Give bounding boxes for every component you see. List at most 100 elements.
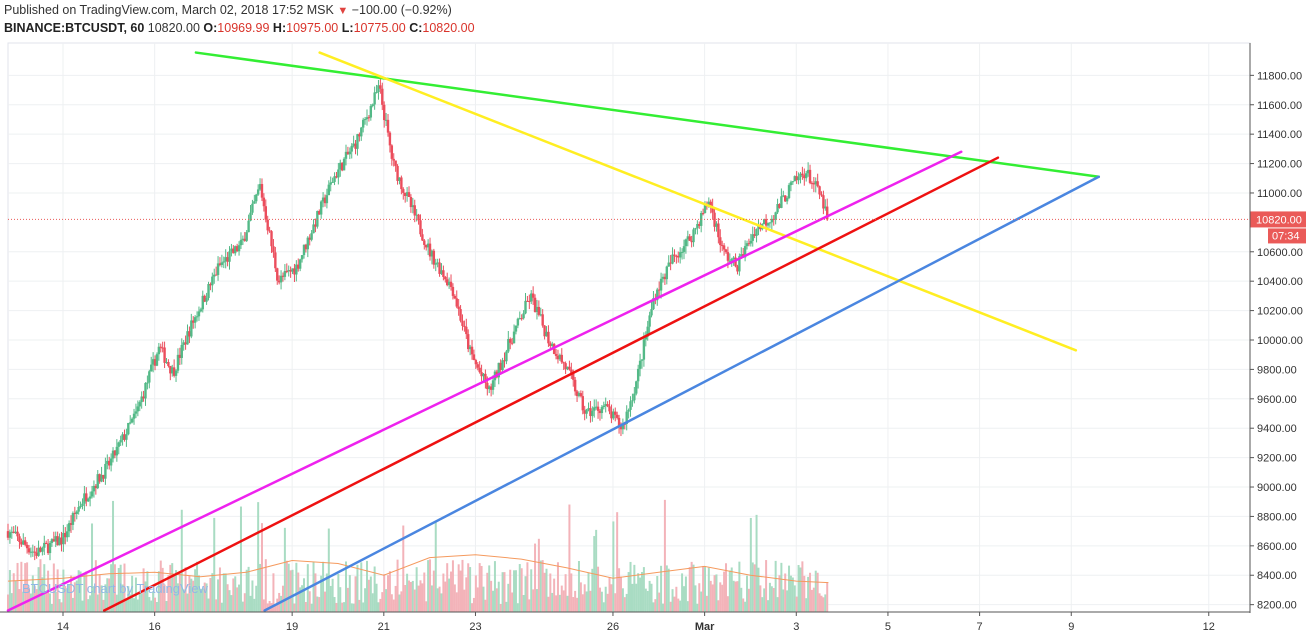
candle-body[interactable] [6, 531, 10, 538]
candle-body[interactable] [707, 201, 711, 207]
candle-body[interactable] [325, 195, 329, 204]
candle-body[interactable] [749, 240, 753, 244]
candle-body[interactable] [342, 158, 346, 171]
candle-body[interactable] [747, 243, 751, 245]
candle-body[interactable] [447, 281, 451, 286]
candle-body[interactable] [71, 513, 75, 525]
candle-body[interactable] [682, 246, 686, 252]
candle-body[interactable] [90, 491, 94, 497]
candle-body[interactable] [224, 257, 227, 262]
candle-body[interactable] [463, 325, 466, 327]
candle-body[interactable] [8, 532, 12, 538]
candle-body[interactable] [199, 309, 203, 312]
candle-body[interactable] [300, 255, 304, 260]
candle-body[interactable] [184, 342, 187, 345]
candle-body[interactable] [673, 254, 676, 256]
candle-body[interactable] [488, 386, 491, 390]
candle-body[interactable] [778, 204, 781, 208]
candle-body[interactable] [824, 206, 827, 209]
candle-body[interactable] [812, 183, 816, 185]
candle-body[interactable] [530, 293, 533, 302]
candle-body[interactable] [690, 240, 693, 243]
candle-body[interactable] [203, 295, 206, 302]
candlesticks[interactable] [6, 78, 829, 561]
candle-body[interactable] [720, 245, 724, 247]
candle-body[interactable] [537, 306, 541, 315]
candle-body[interactable] [314, 224, 317, 227]
candle-body[interactable] [218, 263, 222, 265]
candle-body[interactable] [52, 539, 56, 542]
candle-body[interactable] [377, 85, 380, 92]
candle-body[interactable] [507, 339, 510, 352]
candle-body[interactable] [585, 409, 588, 414]
candle-body[interactable] [106, 460, 109, 464]
candle-body[interactable] [549, 343, 552, 346]
candle-body[interactable] [293, 268, 296, 275]
candle-body[interactable] [16, 531, 19, 537]
candle-body[interactable] [178, 354, 182, 358]
candle-body[interactable] [442, 270, 445, 277]
candle-body[interactable] [701, 213, 705, 215]
candle-body[interactable] [520, 318, 523, 320]
candle-body[interactable] [428, 243, 432, 257]
candle-body[interactable] [593, 407, 596, 411]
candle-body[interactable] [730, 259, 733, 261]
candle-body[interactable] [283, 270, 287, 277]
candle-body[interactable] [621, 423, 625, 430]
candle-body[interactable] [157, 346, 161, 355]
candle-body[interactable] [58, 537, 61, 546]
candle-body[interactable] [381, 88, 384, 105]
candle-body[interactable] [407, 192, 411, 198]
candle-body[interactable] [165, 362, 168, 364]
candle-body[interactable] [140, 396, 143, 403]
candle-body[interactable] [703, 204, 707, 214]
candle-body[interactable] [743, 246, 747, 258]
candle-body[interactable] [96, 474, 99, 489]
candle-body[interactable] [10, 531, 14, 533]
candle-body[interactable] [577, 393, 581, 397]
candle-body[interactable] [274, 252, 277, 269]
candle-body[interactable] [665, 266, 669, 280]
candle-body[interactable] [474, 360, 478, 365]
candle-body[interactable] [696, 224, 699, 229]
candle-body[interactable] [791, 181, 795, 183]
candle-body[interactable] [398, 177, 401, 181]
candle-body[interactable] [453, 295, 457, 299]
candle-body[interactable] [531, 293, 535, 298]
candle-body[interactable] [337, 169, 340, 178]
candle-body[interactable] [686, 236, 690, 240]
candle-body[interactable] [159, 346, 162, 348]
candle-body[interactable] [392, 158, 395, 161]
candle-body[interactable] [543, 325, 546, 337]
candle-body[interactable] [539, 314, 542, 316]
candle-body[interactable] [37, 547, 40, 556]
candle-body[interactable] [411, 205, 415, 208]
symbol-label[interactable]: BINANCE:BTCUSDT, 60 [4, 21, 145, 35]
candle-body[interactable] [533, 297, 537, 313]
candle-body[interactable] [188, 331, 191, 337]
candle-body[interactable] [554, 353, 558, 356]
candle-body[interactable] [644, 336, 648, 340]
candle-body[interactable] [636, 368, 640, 382]
candle-body[interactable] [501, 360, 504, 370]
candle-body[interactable] [302, 244, 306, 256]
candle-body[interactable] [560, 354, 563, 363]
candle-body[interactable] [430, 250, 434, 257]
candle-body[interactable] [455, 298, 458, 307]
candle-body[interactable] [591, 410, 594, 417]
candle-body[interactable] [457, 306, 460, 310]
candle-body[interactable] [415, 214, 418, 216]
candle-body[interactable] [510, 342, 514, 344]
candle-body[interactable] [801, 173, 804, 176]
candle-body[interactable] [169, 365, 172, 374]
candle-body[interactable] [717, 223, 720, 238]
candle-body[interactable] [230, 248, 233, 252]
candle-body[interactable] [680, 251, 684, 253]
candle-body[interactable] [480, 372, 483, 377]
candle-body[interactable] [820, 194, 823, 196]
candle-body[interactable] [528, 300, 531, 302]
candle-body[interactable] [285, 270, 289, 272]
candle-body[interactable] [373, 92, 376, 105]
candle-body[interactable] [108, 460, 111, 466]
candle-body[interactable] [396, 165, 399, 181]
